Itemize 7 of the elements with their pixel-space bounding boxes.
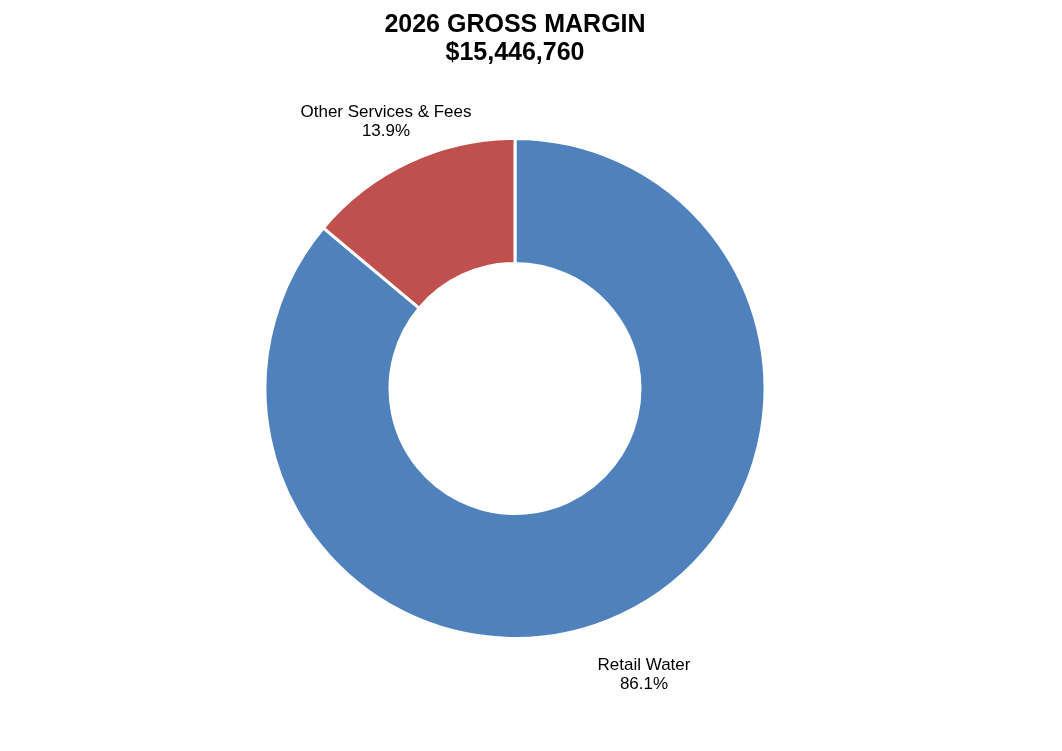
slice-label: Other Services & Fees [300,102,472,122]
data-label: 13.9% [361,121,411,141]
slice-label: Retail Water [597,654,691,674]
chart-title: 2026 GROSS MARGIN [384,9,646,37]
donut-slice [263,137,767,640]
chart-subtitle: $15,446,760 [445,37,585,65]
data-label: 86.1% [619,673,669,693]
